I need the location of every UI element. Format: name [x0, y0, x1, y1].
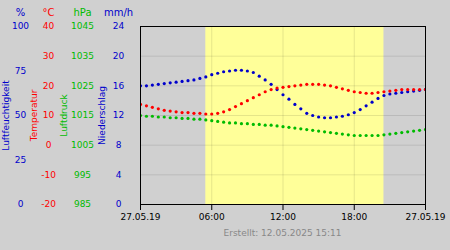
svg-text:20: 20 [113, 51, 125, 61]
svg-text:50: 50 [15, 110, 27, 120]
svg-text:1035: 1035 [71, 51, 94, 61]
svg-text:16: 16 [113, 81, 125, 91]
svg-text:24: 24 [113, 21, 125, 31]
svg-text:12:00: 12:00 [270, 212, 296, 222]
svg-text:18:00: 18:00 [341, 212, 367, 222]
svg-text:0: 0 [46, 140, 52, 150]
svg-text:06:00: 06:00 [199, 212, 225, 222]
svg-text:°C: °C [43, 7, 55, 18]
svg-text:1005: 1005 [71, 140, 94, 150]
svg-text:Luftdruck: Luftdruck [59, 94, 69, 137]
svg-text:-20: -20 [41, 199, 56, 209]
svg-text:Temperatur: Temperatur [29, 89, 39, 142]
svg-text:%: % [16, 7, 26, 18]
svg-text:100: 100 [12, 21, 29, 31]
svg-text:Luftfeuchtigkeit: Luftfeuchtigkeit [1, 80, 11, 151]
svg-text:27.05.19: 27.05.19 [405, 212, 445, 222]
svg-text:27.05.19: 27.05.19 [120, 212, 160, 222]
svg-text:10: 10 [43, 110, 55, 120]
svg-text:1045: 1045 [71, 21, 94, 31]
svg-text:985: 985 [74, 199, 91, 209]
svg-text:25: 25 [15, 155, 26, 165]
svg-text:mm/h: mm/h [104, 7, 133, 18]
svg-text:995: 995 [74, 170, 91, 180]
svg-text:0: 0 [18, 199, 24, 209]
svg-text:75: 75 [15, 66, 26, 76]
svg-text:1025: 1025 [71, 81, 94, 91]
svg-text:8: 8 [116, 140, 122, 150]
svg-text:1015: 1015 [71, 110, 94, 120]
svg-text:30: 30 [43, 51, 55, 61]
svg-text:0: 0 [116, 199, 122, 209]
html-text:Erstellt: 12.05.2025 15:11: Erstellt: 12.05.2025 15:11 [223, 228, 342, 238]
svg-text:-10: -10 [41, 170, 56, 180]
svg-text:20: 20 [43, 81, 55, 91]
svg-text:Niederschlag: Niederschlag [97, 86, 107, 145]
svg-text:40: 40 [43, 21, 55, 31]
svg-text:4: 4 [116, 170, 122, 180]
svg-text:hPa: hPa [73, 7, 91, 18]
svg-text:12: 12 [113, 110, 124, 120]
